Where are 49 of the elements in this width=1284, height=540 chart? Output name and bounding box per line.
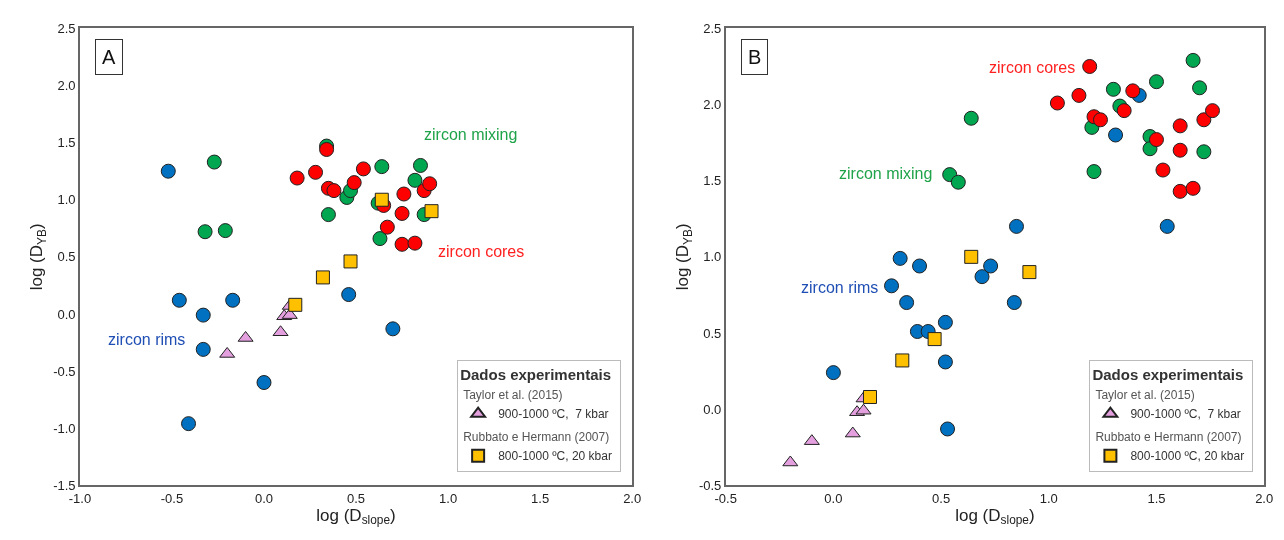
x-tick-label: 0.5 bbox=[932, 490, 951, 506]
x-tick-label: 0.0 bbox=[254, 490, 274, 506]
series-label: zircon mixing bbox=[424, 126, 518, 143]
x-tick-label: -0.5 bbox=[714, 490, 737, 506]
x-tick-label: 1.0 bbox=[439, 490, 458, 506]
y-tick-label: 1.0 bbox=[57, 192, 76, 208]
y-tick-label: 1.0 bbox=[703, 249, 722, 265]
x-axis-title: log (D$_{slope}$) bbox=[316, 505, 396, 528]
y-tick-label: 2.5 bbox=[57, 20, 76, 36]
x-axis-title: log (D$_{slope}$) bbox=[955, 505, 1035, 528]
series-label: zircon mixing bbox=[839, 165, 933, 182]
annotation: Rubbato e Hermann (2007) bbox=[463, 430, 610, 445]
x-tick-label: 0.0 bbox=[824, 490, 843, 506]
series-label: zircon rims bbox=[108, 331, 186, 348]
series-label: zircon cores bbox=[989, 59, 1076, 76]
x-tick-label: 0.5 bbox=[347, 490, 366, 506]
annotation: Taylor et al. (2015) bbox=[1095, 388, 1195, 403]
legend-title: Dados experimentais bbox=[1092, 366, 1244, 384]
text: B bbox=[748, 46, 762, 68]
x-tick-label: 1.0 bbox=[1039, 490, 1058, 506]
y-tick-label: 0.0 bbox=[703, 401, 722, 417]
y-tick-label: 2.0 bbox=[703, 97, 722, 113]
x-tick-label: 2.0 bbox=[1255, 490, 1274, 506]
y-tick-label: 0.5 bbox=[703, 325, 722, 341]
x-tick-label: 1.5 bbox=[1147, 490, 1166, 506]
legend-title: Dados experimentais bbox=[460, 366, 612, 384]
x-tick-label: 2.0 bbox=[623, 490, 642, 506]
x-tick-label: -1.0 bbox=[68, 490, 92, 506]
y-tick-label: 1.5 bbox=[57, 135, 76, 151]
legend-label: 900-1000 ºC, 7 kbar bbox=[498, 407, 609, 422]
annotation: Taylor et al. (2015) bbox=[463, 388, 563, 403]
y-tick-label: -0.5 bbox=[53, 363, 76, 379]
y-tick-label: -1.5 bbox=[53, 477, 76, 493]
annotation: Rubbato e Hermann (2007) bbox=[1095, 430, 1242, 445]
y-tick-label: 0.5 bbox=[57, 249, 76, 265]
legend-label: 800-1000 ºC, 20 kbar bbox=[498, 449, 612, 464]
legend-label: 900-1000 ºC, 7 kbar bbox=[1130, 407, 1241, 422]
y-tick-label: 1.5 bbox=[703, 173, 722, 189]
series-label: zircon cores bbox=[438, 243, 525, 260]
text: A bbox=[102, 46, 116, 68]
y-tick-label: -0.5 bbox=[698, 477, 722, 493]
series-label: zircon rims bbox=[801, 279, 879, 296]
y-tick-label: 0.0 bbox=[57, 306, 76, 322]
y-tick-label: 2.5 bbox=[703, 20, 722, 36]
legend-label: 800-1000 ºC, 20 kbar bbox=[1130, 449, 1245, 464]
x-tick-label: -0.5 bbox=[160, 490, 184, 506]
y-tick-label: 2.0 bbox=[57, 78, 76, 94]
y-tick-label: -1.0 bbox=[53, 420, 76, 436]
x-tick-label: 1.5 bbox=[531, 490, 550, 506]
